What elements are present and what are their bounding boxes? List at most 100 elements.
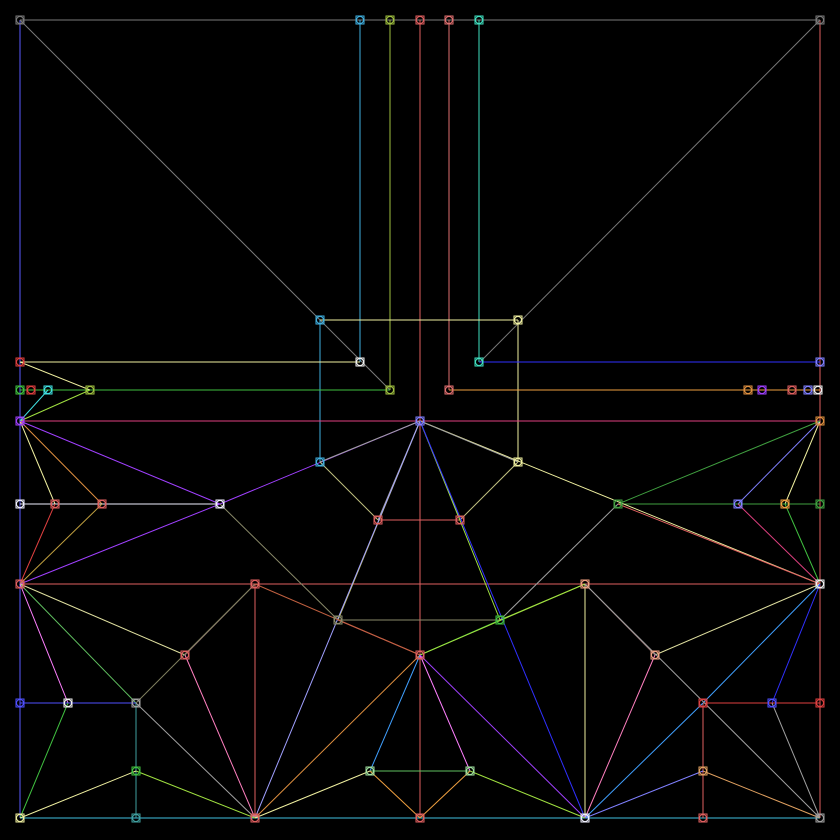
- diagram-edge: [319, 420, 421, 463]
- node-circle: [216, 500, 224, 508]
- diagram-node: [444, 15, 454, 25]
- diagram-edge: [419, 654, 471, 772]
- node-circle: [132, 767, 140, 775]
- node-circle: [788, 386, 796, 394]
- node-circle: [16, 699, 24, 707]
- diagram-edge: [617, 420, 821, 505]
- node-circle: [445, 16, 453, 24]
- diagram-node: [131, 698, 141, 708]
- node-circle: [251, 814, 259, 822]
- diagram-edge: [369, 654, 421, 772]
- node-circle: [386, 16, 394, 24]
- node-circle: [781, 500, 789, 508]
- diagram-edge: [459, 461, 519, 521]
- diagram-node: [813, 385, 823, 395]
- node-circle: [316, 316, 324, 324]
- diagram-node: [250, 813, 260, 823]
- node-circle: [699, 699, 707, 707]
- node-circle: [132, 699, 140, 707]
- node-circle: [768, 699, 776, 707]
- diagram-edge: [702, 770, 821, 819]
- node-circle: [581, 580, 589, 588]
- diagram-node: [767, 698, 777, 708]
- diagram-node: [97, 499, 107, 509]
- diagram-edge: [219, 503, 339, 621]
- diagram-node: [815, 357, 825, 367]
- diagram-node: [580, 813, 590, 823]
- node-circle: [16, 500, 24, 508]
- diagram-node: [15, 499, 25, 509]
- diagram-node: [455, 515, 465, 525]
- node-circle: [699, 814, 707, 822]
- node-circle: [445, 386, 453, 394]
- node-circle: [416, 417, 424, 425]
- node-circle: [356, 16, 364, 24]
- diagram-edge: [419, 770, 471, 819]
- diagram-node: [15, 416, 25, 426]
- node-circle: [366, 767, 374, 775]
- diagram-node: [131, 813, 141, 823]
- diagram-node: [698, 813, 708, 823]
- diagram-edge: [19, 420, 221, 505]
- node-circle: [514, 458, 522, 466]
- diagram-edge: [469, 770, 586, 819]
- diagram-edge: [19, 361, 91, 391]
- diagram-node: [474, 357, 484, 367]
- diagram-node: [580, 579, 590, 589]
- diagram-node: [513, 315, 523, 325]
- diagram-edge: [19, 583, 137, 704]
- node-circle: [334, 616, 342, 624]
- diagram-node: [385, 385, 395, 395]
- node-circle: [816, 814, 824, 822]
- diagram-node: [415, 650, 425, 660]
- diagram-node: [513, 457, 523, 467]
- diagram-edge: [135, 702, 256, 819]
- diagram-node: [474, 15, 484, 25]
- diagram-edge: [419, 420, 821, 585]
- diagram-node: [815, 698, 825, 708]
- node-circle: [64, 699, 72, 707]
- diagram-edge: [702, 583, 821, 704]
- diagram-node: [698, 698, 708, 708]
- diagram-node: [815, 499, 825, 509]
- diagram-edge: [254, 770, 371, 819]
- diagram-edge: [584, 654, 656, 819]
- diagram-node: [465, 766, 475, 776]
- node-circle: [816, 358, 824, 366]
- node-circle: [181, 651, 189, 659]
- diagram-node: [215, 499, 225, 509]
- diagram-edge: [499, 503, 619, 621]
- node-circle: [251, 580, 259, 588]
- diagram-node: [15, 579, 25, 589]
- diagram-edge: [771, 583, 821, 704]
- node-circle: [374, 516, 382, 524]
- node-circle: [816, 417, 824, 425]
- node-circle: [496, 616, 504, 624]
- diagram-node: [63, 698, 73, 708]
- node-circle: [734, 500, 742, 508]
- node-circle: [581, 814, 589, 822]
- diagram-node: [815, 579, 825, 589]
- diagram-node: [780, 499, 790, 509]
- diagram-node: [650, 650, 660, 660]
- node-circle: [816, 699, 824, 707]
- node-circle: [27, 386, 35, 394]
- diagram-edge: [19, 503, 56, 585]
- diagram-node: [743, 385, 753, 395]
- diagram-node: [613, 499, 623, 509]
- diagram-edge: [254, 583, 421, 656]
- diagram-node: [698, 766, 708, 776]
- diagram-node: [15, 357, 25, 367]
- node-circle: [699, 767, 707, 775]
- diagram-node: [815, 416, 825, 426]
- diagram-node: [373, 515, 383, 525]
- diagram-node: [43, 385, 53, 395]
- node-circle: [475, 16, 483, 24]
- diagram-edge: [737, 420, 821, 505]
- node-circle: [475, 358, 483, 366]
- node-circle: [744, 386, 752, 394]
- diagram-node: [315, 457, 325, 467]
- diagram-node: [444, 385, 454, 395]
- diagram-nodes: [15, 15, 825, 823]
- diagram-node: [815, 813, 825, 823]
